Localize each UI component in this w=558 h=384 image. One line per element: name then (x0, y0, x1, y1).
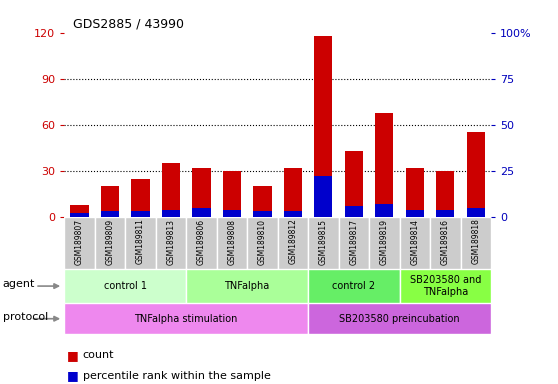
Bar (70, 213, 89, 217)
Text: GSM189815: GSM189815 (319, 218, 328, 265)
Text: control 2: control 2 (332, 281, 376, 291)
Bar (406, 168, 424, 217)
Bar (64, 303, 308, 334)
Text: GSM189807: GSM189807 (75, 218, 84, 265)
Text: GSM189812: GSM189812 (288, 218, 297, 265)
Bar (314, 36, 333, 217)
Text: SB203580 and
TNFalpha: SB203580 and TNFalpha (410, 275, 481, 297)
Bar (375, 113, 393, 217)
Text: count: count (83, 350, 114, 360)
Bar (162, 210, 180, 217)
Bar (101, 186, 119, 217)
Bar (314, 176, 333, 217)
Text: GSM189810: GSM189810 (258, 218, 267, 265)
Bar (308, 217, 339, 269)
Text: protocol: protocol (3, 312, 48, 322)
Bar (253, 186, 272, 217)
Bar (70, 205, 89, 217)
Bar (192, 208, 210, 217)
Text: GSM189813: GSM189813 (166, 218, 175, 265)
Bar (283, 212, 302, 217)
Text: GDS2885 / 43990: GDS2885 / 43990 (73, 17, 184, 30)
Bar (131, 212, 150, 217)
Text: SB203580 preincubation: SB203580 preincubation (339, 314, 460, 324)
Bar (95, 217, 125, 269)
Bar (101, 212, 119, 217)
Bar (192, 168, 210, 217)
Bar (308, 303, 491, 334)
Bar (131, 179, 150, 217)
Bar (308, 269, 400, 303)
Text: percentile rank within the sample: percentile rank within the sample (83, 371, 271, 381)
Bar (223, 171, 241, 217)
Bar (125, 217, 156, 269)
Text: GSM189808: GSM189808 (227, 218, 237, 265)
Text: GSM189811: GSM189811 (136, 218, 145, 265)
Bar (430, 217, 460, 269)
Bar (278, 217, 308, 269)
Bar (466, 208, 485, 217)
Bar (64, 217, 95, 269)
Text: GSM189817: GSM189817 (349, 218, 358, 265)
Bar (253, 212, 272, 217)
Text: ■: ■ (67, 349, 79, 362)
Text: GSM189806: GSM189806 (197, 218, 206, 265)
Bar (345, 151, 363, 217)
Bar (223, 210, 241, 217)
Bar (406, 210, 424, 217)
Bar (247, 217, 277, 269)
Bar (156, 217, 186, 269)
Bar (369, 217, 400, 269)
Bar (400, 217, 430, 269)
Bar (460, 217, 491, 269)
Bar (400, 269, 491, 303)
Bar (64, 269, 186, 303)
Bar (186, 217, 217, 269)
Bar (436, 171, 454, 217)
Bar (339, 217, 369, 269)
Bar (283, 168, 302, 217)
Bar (162, 163, 180, 217)
Text: TNFalpha: TNFalpha (224, 281, 270, 291)
Text: GSM189818: GSM189818 (472, 218, 480, 265)
Text: GSM189814: GSM189814 (410, 218, 419, 265)
Bar (345, 206, 363, 217)
Text: GSM189816: GSM189816 (441, 218, 450, 265)
Text: GSM189819: GSM189819 (380, 218, 389, 265)
Text: ■: ■ (67, 369, 79, 382)
Text: GSM189809: GSM189809 (105, 218, 114, 265)
Text: agent: agent (3, 279, 35, 290)
Bar (375, 204, 393, 217)
Text: TNFalpha stimulation: TNFalpha stimulation (134, 314, 238, 324)
Bar (436, 210, 454, 217)
Bar (466, 132, 485, 217)
Bar (186, 269, 308, 303)
Bar (217, 217, 247, 269)
Text: control 1: control 1 (104, 281, 147, 291)
